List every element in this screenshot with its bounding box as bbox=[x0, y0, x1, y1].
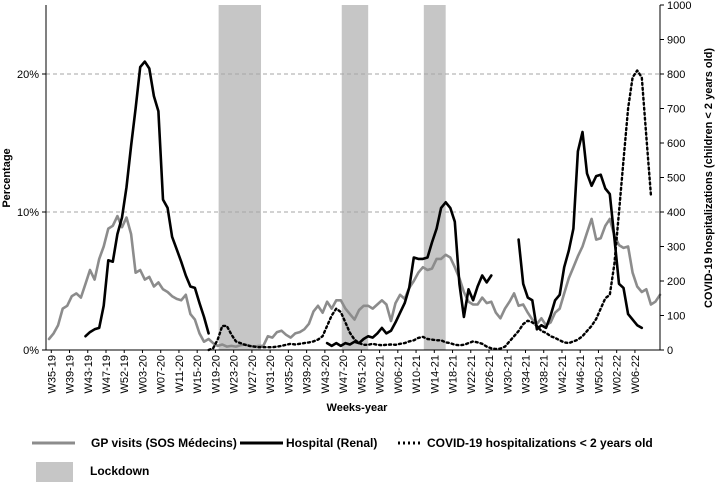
x-tick-label-6: W07-20 bbox=[156, 355, 168, 394]
x-tick-label-9: W19-20 bbox=[210, 355, 222, 394]
x-tick-label-7: W11-20 bbox=[174, 355, 186, 393]
y-right-tick-label-4: 400 bbox=[667, 207, 685, 219]
grid-layer bbox=[46, 73, 660, 213]
x-tick-label-19: W06-21 bbox=[393, 355, 405, 394]
series-2-line-3 bbox=[517, 130, 644, 331]
series-1-line-1 bbox=[47, 214, 662, 348]
y-right-tick-label-7: 700 bbox=[667, 104, 685, 116]
y-left-tick-label-0: 0% bbox=[23, 345, 39, 357]
x-tick-label-18: W02-21 bbox=[375, 355, 387, 394]
lockdown-layer bbox=[218, 5, 446, 350]
legend-gp-label: GP visits (SOS Médecins) bbox=[91, 436, 237, 450]
x-tick-label-27: W38-21 bbox=[539, 355, 551, 394]
x-tick-label-10: W23-20 bbox=[229, 355, 241, 394]
x-tick-label-12: W31-20 bbox=[265, 355, 277, 394]
x-tick-label-24: W26-21 bbox=[484, 355, 496, 394]
x-tick-label-29: W46-21 bbox=[575, 355, 587, 394]
series-layer bbox=[47, 60, 662, 352]
x-axis-title: Weeks-year bbox=[327, 402, 389, 414]
y-right-tick-label-2: 200 bbox=[667, 276, 685, 288]
y-axis-title-right: COVID-19 hospitalizations (children < 2 … bbox=[703, 48, 715, 308]
x-tick-label-5: W03-20 bbox=[138, 355, 150, 394]
x-tick-label-30: W50-21 bbox=[593, 355, 605, 394]
x-tick-label-13: W35-20 bbox=[283, 355, 295, 394]
x-tick-label-11: W27-20 bbox=[247, 355, 259, 394]
x-tick-label-1: W39-19 bbox=[65, 355, 77, 394]
legend-hospital-label: Hospital (Renal) bbox=[286, 436, 377, 450]
x-tick-label-15: W43-20 bbox=[320, 355, 332, 394]
x-tick-label-20: W10-21 bbox=[411, 355, 423, 394]
legend-lockdown-label: Lockdown bbox=[90, 464, 149, 478]
y-axis-title-left: Percentage bbox=[1, 148, 13, 207]
x-tick-label-3: W47-19 bbox=[101, 355, 113, 394]
y-right-tick-label-10: 1000 bbox=[667, 0, 691, 12]
legend-lockdown-swatch bbox=[36, 462, 73, 482]
x-tick-label-17: W51-20 bbox=[356, 355, 368, 394]
series-2-line-2 bbox=[325, 201, 493, 348]
series-3-line-1 bbox=[207, 69, 653, 352]
x-tick-label-21: W14-21 bbox=[429, 355, 441, 394]
x-tick-label-8: W15-20 bbox=[192, 355, 204, 394]
lockdown-band-1 bbox=[218, 5, 262, 350]
x-tick-label-14: W39-20 bbox=[302, 355, 314, 394]
y-right-tick-label-0: 0 bbox=[667, 345, 673, 357]
x-tick-label-23: W22-21 bbox=[466, 355, 478, 394]
axes-layer: 0% 10% 20% 0 100 200 300 400 500 600 700 800 900 1000… bbox=[17, 0, 692, 394]
x-tick-label-32: W06-22 bbox=[630, 355, 642, 394]
lockdown-band-2 bbox=[341, 5, 369, 350]
y-left-tick-label-1: 10% bbox=[17, 207, 39, 219]
x-tick-label-0: W35-19 bbox=[46, 355, 58, 394]
x-tick-label-16: W47-20 bbox=[338, 355, 350, 394]
series-2-line-1 bbox=[84, 60, 210, 338]
y-right-tick-label-1: 100 bbox=[667, 311, 685, 323]
y-right-tick-label-9: 900 bbox=[667, 35, 685, 47]
legend-covid-label: COVID-19 hospitalizations < 2 years old bbox=[427, 436, 653, 450]
x-tick-label-25: W30-21 bbox=[502, 355, 514, 394]
x-tick-label-4: W52-19 bbox=[119, 355, 131, 394]
x-tick-label-28: W42-21 bbox=[557, 355, 569, 394]
y-right-tick-label-6: 600 bbox=[667, 138, 685, 150]
legend: GP visits (SOS Médecins) Hospital (Renal… bbox=[32, 436, 653, 482]
x-tick-label-2: W43-19 bbox=[83, 355, 95, 394]
lockdown-band-3 bbox=[423, 5, 446, 350]
x-tick-label-26: W34-21 bbox=[521, 355, 533, 394]
x-tick-label-22: W18-21 bbox=[448, 355, 460, 394]
y-right-tick-label-8: 800 bbox=[667, 69, 685, 81]
y-left-tick-label-2: 20% bbox=[17, 69, 39, 81]
y-right-tick-label-5: 500 bbox=[667, 173, 685, 185]
x-tick-label-31: W02-22 bbox=[612, 355, 624, 394]
y-right-tick-label-3: 300 bbox=[667, 242, 685, 254]
